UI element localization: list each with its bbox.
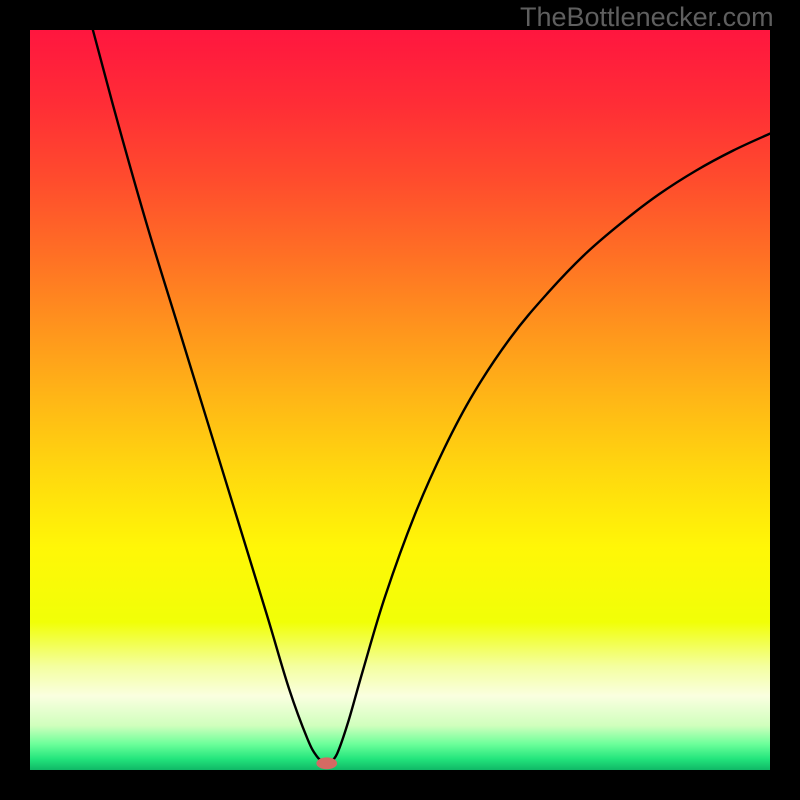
plot-background [30,30,770,770]
bottleneck-chart [0,0,800,800]
optimum-marker [316,757,337,769]
watermark-text: TheBottlenecker.com [520,2,774,33]
chart-frame: TheBottlenecker.com [0,0,800,800]
